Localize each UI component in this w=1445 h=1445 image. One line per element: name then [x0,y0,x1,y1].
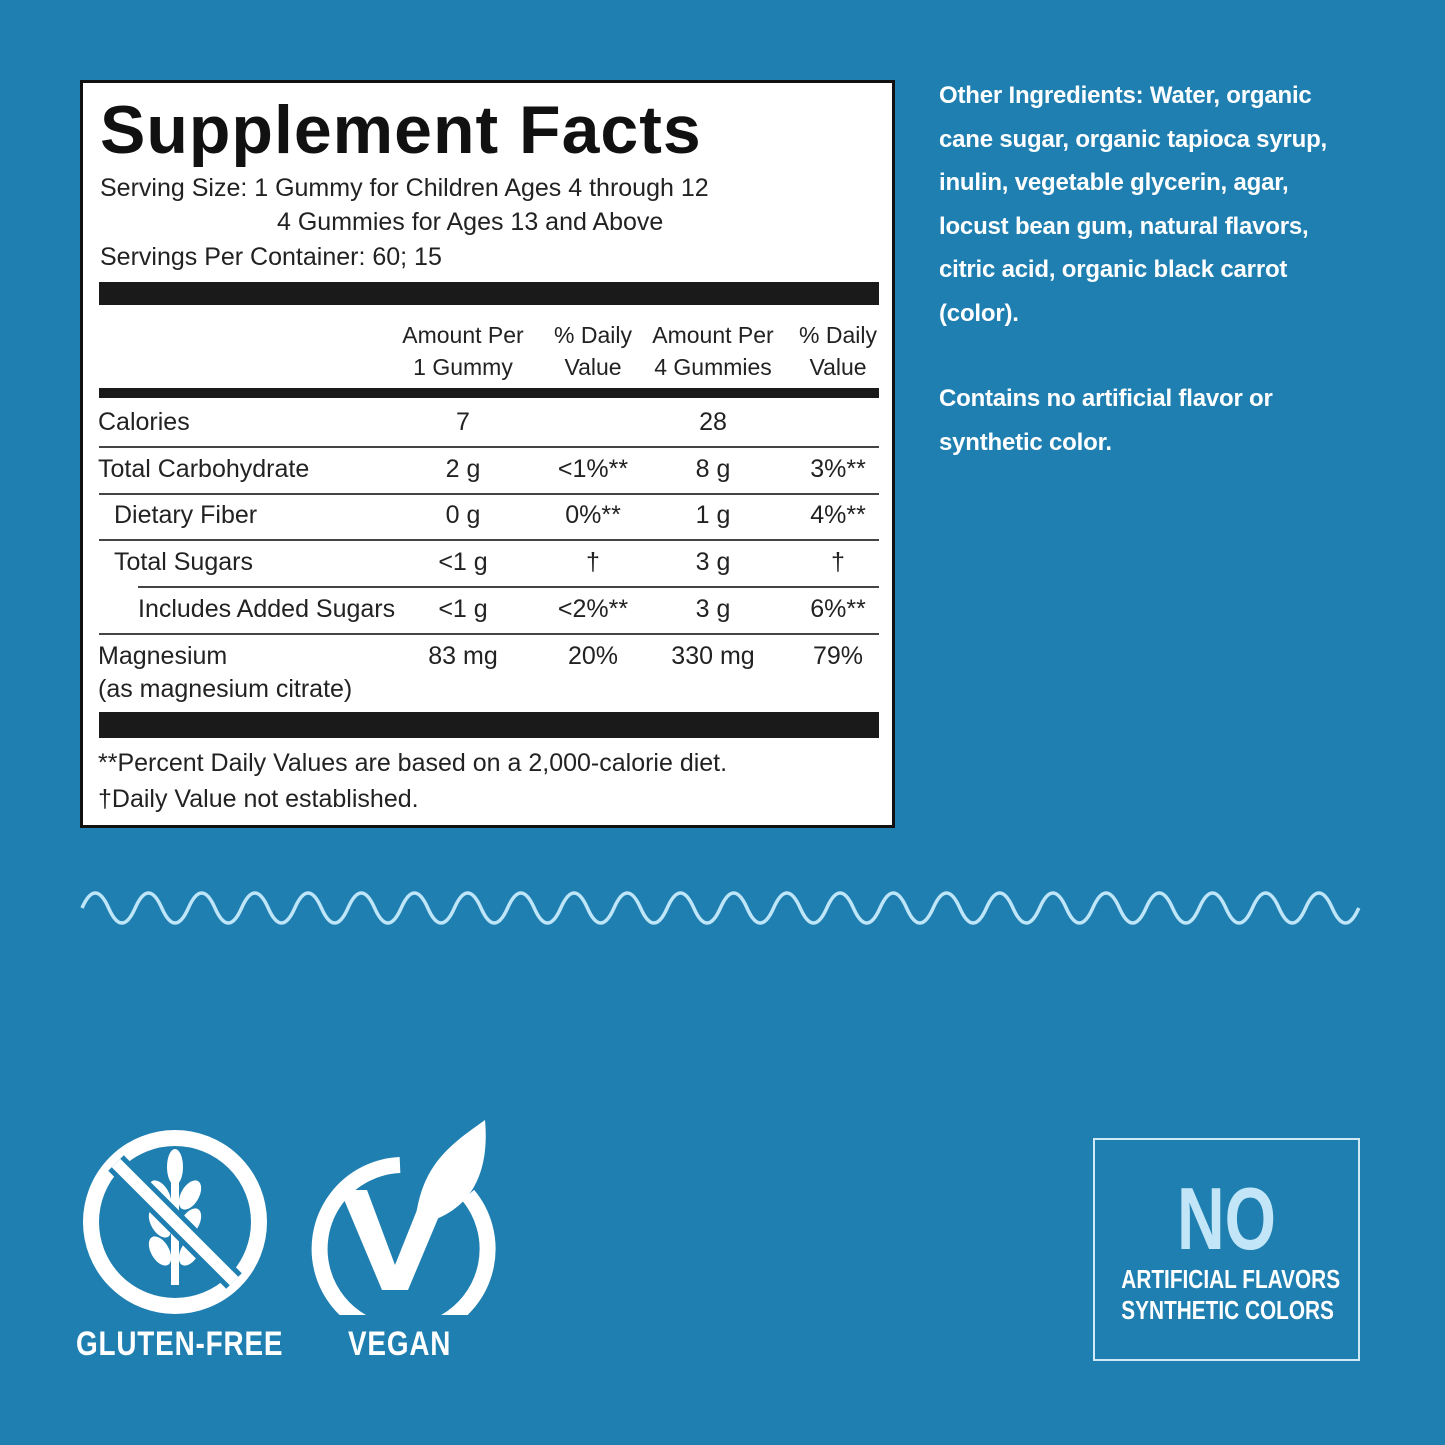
column-header: Value [564,354,622,380]
cell: <2%** [557,594,629,623]
row-name: Total Carbohydrate [98,454,310,483]
cell: 83 mg [428,641,498,670]
row-separator [99,446,879,448]
cell: <1%** [557,454,629,483]
cell: 330 mg [671,641,755,670]
supplement-facts-panel: Supplement Facts Serving Size: 1 Gummy f… [80,80,895,828]
divider-bar [99,388,879,398]
badge-label: VEGAN [348,1325,452,1363]
icons [83,1120,496,1315]
column-header: % Daily [554,322,632,348]
footnote: †Daily Value not established. [98,785,419,813]
gluten-free-icon [83,1130,267,1314]
cell: 8 g [695,454,731,483]
ingredients-text: Water, organic cane sugar, organic tapio… [939,82,1328,327]
cell: † [831,548,845,577]
column-header: Amount Per [652,322,774,348]
cell: 6%** [810,594,866,623]
note: Contains no artificial flavor or synthet… [939,385,1273,456]
badge-label: GLUTEN-FREE [76,1325,284,1363]
cell: 2 g [445,454,481,483]
cell: <1 g [438,548,488,577]
cell: 3 g [695,548,731,577]
row-name: Includes Added Sugars [138,594,396,623]
row-name: Magnesium [98,641,228,670]
cell: 0 g [445,501,481,530]
no-line: SYNTHETIC COLORS [1121,1295,1334,1325]
no-box: NO ARTIFICIAL FLAVORS SYNTHETIC COLORS [1093,1138,1360,1361]
wave [80,891,1361,925]
cell: <1 g [438,594,488,623]
cell: 28 [699,408,727,436]
cell: 79% [812,641,864,670]
cell: 3 g [695,594,731,623]
row-separator [99,539,879,542]
cell: 0%** [565,501,621,530]
serving-size: 4 Gummies for Ages 13 and Above [277,208,664,236]
row-separator [138,586,879,589]
title: Supplement Facts [100,92,702,168]
other-ingredients: Other Ingredients: Water, organic cane s… [939,74,1359,335]
row-name: Dietary Fiber [114,501,258,530]
no-headline: NO [1177,1169,1276,1268]
cell: 20% [567,641,619,670]
ingredients-label: Other Ingredients: [939,82,1144,109]
column-header: Value [809,354,867,380]
row-name: Total Sugars [114,548,253,577]
servings-per-container: Servings Per Container: 60; 15 [100,243,442,271]
cell: 7 [456,408,470,436]
row-subname: (as magnesium citrate) [98,674,353,703]
footnote: **Percent Daily Values are based on a 2,… [98,749,728,777]
cell: † [586,548,600,577]
column-header: 4 Gummies [654,354,772,380]
row-separator [99,632,879,635]
divider-bar [99,712,879,738]
wave-line [80,891,1361,925]
divider-bar [99,282,879,305]
row-separator [99,492,879,495]
serving-size: Serving Size: 1 Gummy for Children Ages … [100,174,709,202]
cell: 4%** [810,501,866,530]
cell: 3%** [810,454,866,483]
no-line: ARTIFICIAL FLAVORS [1121,1264,1341,1294]
column-header: Amount Per [402,322,524,348]
column-header: 1 Gummy [413,354,513,380]
row-name: Calories [98,408,190,436]
column-header: % Daily [799,322,877,348]
cell: 1 g [695,501,731,530]
vegan-icon [311,1157,496,1315]
